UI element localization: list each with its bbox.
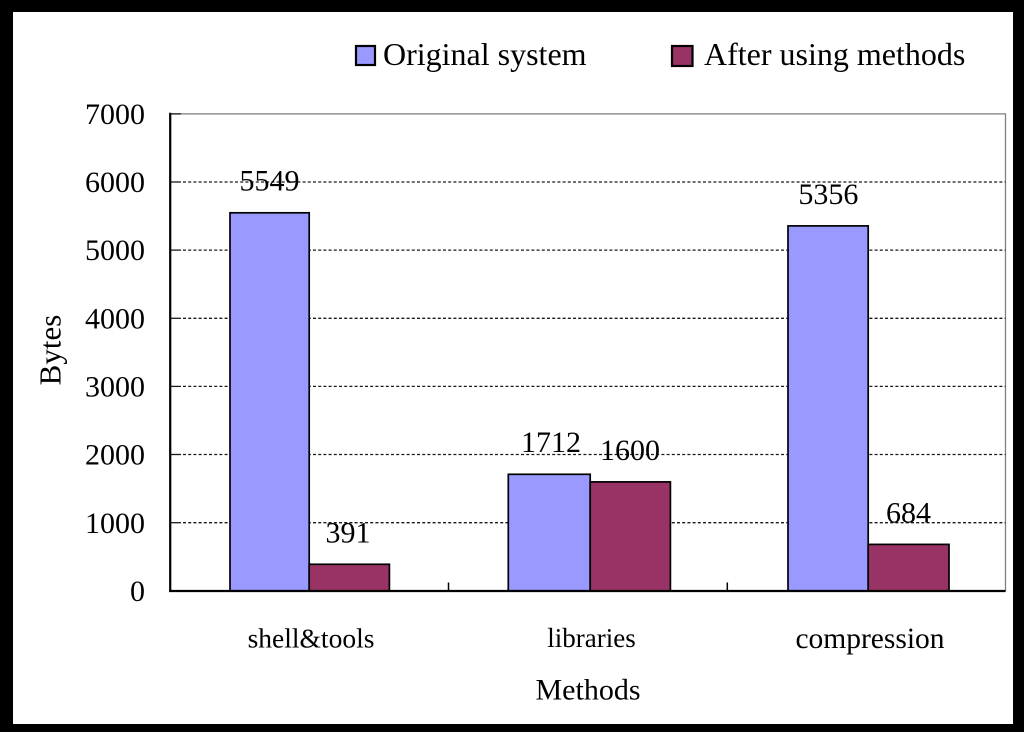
svg-text:libraries: libraries — [547, 623, 635, 653]
svg-text:391: 391 — [326, 516, 371, 549]
svg-text:1600: 1600 — [600, 434, 660, 467]
svg-text:Bytes: Bytes — [33, 315, 68, 386]
svg-text:Original system: Original system — [383, 36, 587, 72]
svg-text:1000: 1000 — [85, 507, 145, 540]
svg-text:0: 0 — [130, 575, 145, 608]
svg-text:shell&tools: shell&tools — [248, 622, 375, 653]
svg-text:3000: 3000 — [85, 371, 145, 404]
svg-text:compression: compression — [795, 623, 944, 655]
svg-text:5000: 5000 — [85, 234, 145, 267]
svg-text:6000: 6000 — [85, 166, 145, 199]
svg-text:684: 684 — [886, 496, 931, 529]
svg-text:1712: 1712 — [521, 426, 581, 459]
svg-text:7000: 7000 — [85, 98, 145, 131]
svg-text:5356: 5356 — [798, 178, 858, 211]
svg-text:After using methods: After using methods — [704, 36, 965, 72]
svg-text:5549: 5549 — [240, 164, 300, 197]
svg-text:2000: 2000 — [85, 439, 145, 472]
svg-text:Methods: Methods — [536, 673, 641, 706]
svg-text:4000: 4000 — [85, 302, 145, 335]
